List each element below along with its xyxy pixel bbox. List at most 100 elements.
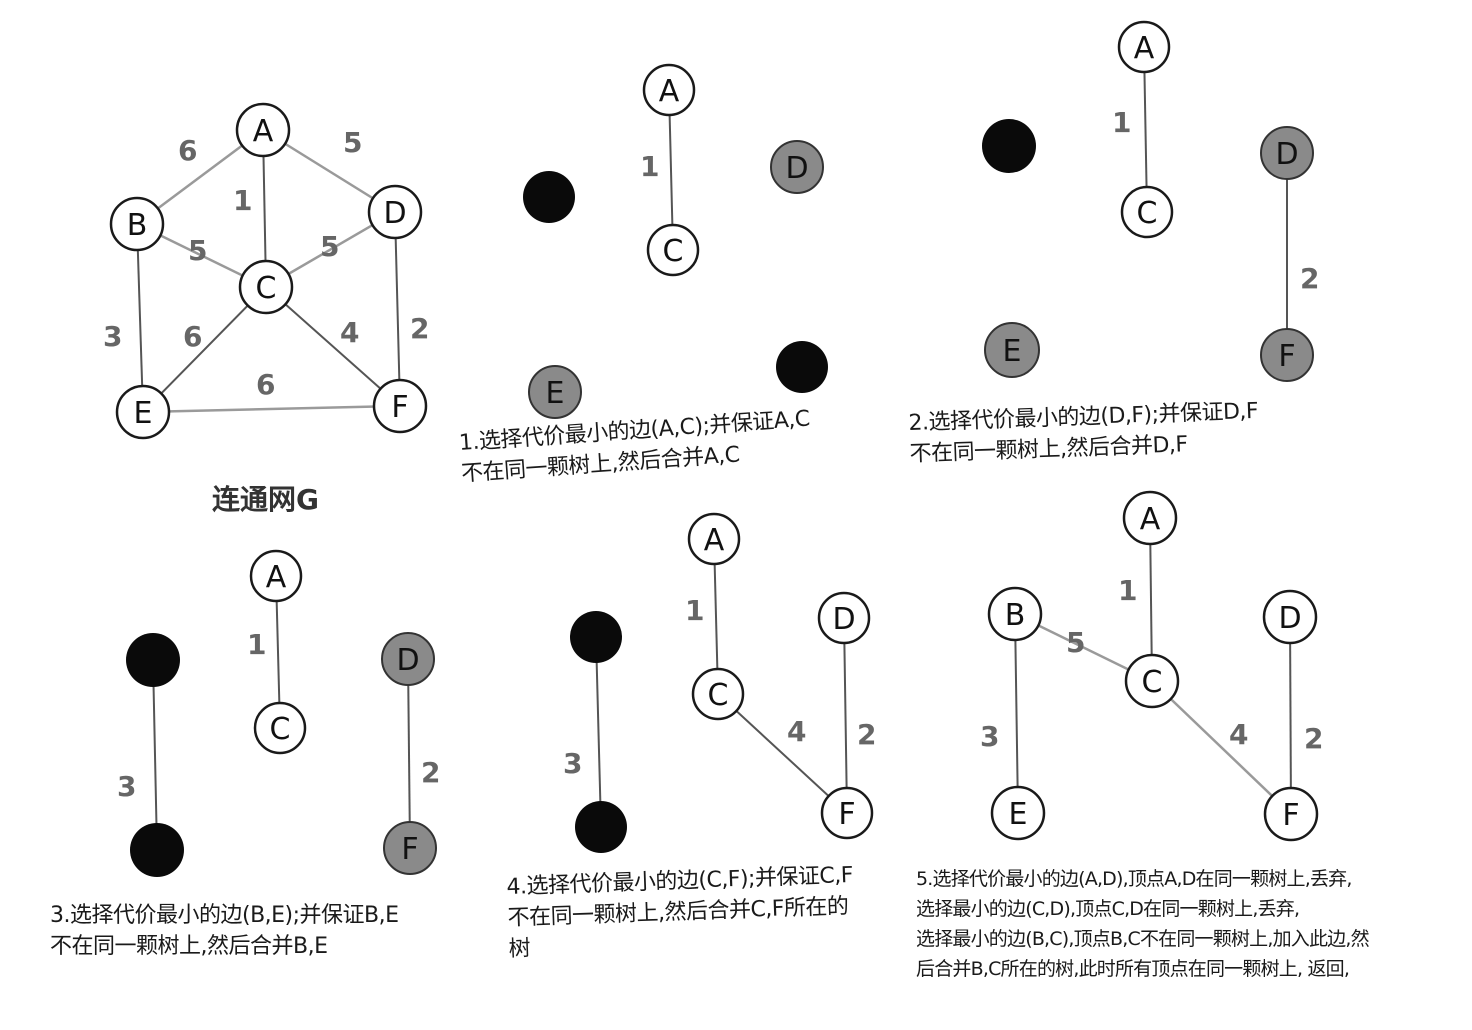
step4-node-e xyxy=(575,801,627,853)
step1-edge-a-c xyxy=(668,89,674,251)
step4-weight-b-e: 3 xyxy=(563,747,582,780)
step3-node-c-label: C xyxy=(270,712,291,747)
step1-node-d xyxy=(770,140,824,194)
step2-weight-a-c: 1 xyxy=(1112,106,1131,139)
weight-b-e: 3 xyxy=(103,320,122,353)
step3-node-a xyxy=(249,549,303,603)
step4-node-c xyxy=(691,667,745,721)
step5-weight-b-e: 3 xyxy=(980,720,999,753)
step3-weight-a-c: 1 xyxy=(247,628,266,661)
step5-weight-a-c: 1 xyxy=(1118,574,1137,607)
step4-node-f-label: F xyxy=(838,797,855,832)
step4-node-a xyxy=(687,512,741,566)
step-4-caption: 4.选择代价最小的边(C,F);并保证C,F 不在同一颗树上,然后合并C,F所在… xyxy=(506,858,919,965)
step2-node-b xyxy=(982,119,1036,173)
step4-edge-c-f xyxy=(717,693,848,814)
step2-node-e-label: E xyxy=(1003,334,1022,369)
step2-edge-a-c xyxy=(1143,46,1148,213)
step5-node-c-label: C xyxy=(1142,665,1163,700)
step-4-diagram: 1 4 2 3 A C D F xyxy=(563,512,876,853)
step5-node-f xyxy=(1263,786,1319,842)
weight-c-f: 4 xyxy=(340,316,359,349)
step4-node-f xyxy=(820,786,874,840)
step1-node-e-label: E xyxy=(546,376,565,411)
step1-node-f xyxy=(776,341,828,393)
step1-node-a-label: A xyxy=(659,74,680,109)
step5-node-f-label: F xyxy=(1282,798,1299,833)
step2-node-f xyxy=(1260,328,1314,382)
step5-edge-c-f xyxy=(1151,680,1292,815)
step1-node-c-label: C xyxy=(663,234,684,269)
node-d xyxy=(367,184,423,240)
step3-weight-d-f: 2 xyxy=(421,756,440,789)
step3-node-b xyxy=(126,633,180,687)
step3-node-d xyxy=(381,632,435,686)
step2-node-a-label: A xyxy=(1134,31,1155,66)
weight-b-c: 5 xyxy=(188,234,207,267)
weight-a-b: 6 xyxy=(178,134,197,167)
node-a-label: A xyxy=(253,114,274,149)
node-c xyxy=(238,259,294,315)
step5-weight-c-f: 4 xyxy=(1229,718,1248,751)
step5-edge-d-f xyxy=(1289,616,1292,815)
step-3-caption-line: 不在同一颗树上,然后合并B,E xyxy=(50,934,328,959)
weight-a-d: 5 xyxy=(343,126,362,159)
edge-c-e xyxy=(142,286,267,413)
edge-c-f xyxy=(265,286,401,407)
step-5-caption-line: 选择最小的边(C,D),顶点C,D在同一颗树上,丢弃, xyxy=(916,898,1300,920)
step4-edge-d-f xyxy=(843,617,848,814)
step2-node-d-label: D xyxy=(1275,137,1298,172)
step1-node-e xyxy=(528,365,582,419)
step5-edge-b-e xyxy=(1014,613,1019,814)
node-e-label: E xyxy=(134,396,153,431)
edge-b-e xyxy=(136,223,144,413)
node-d-label: D xyxy=(383,196,406,231)
weight-e-f: 6 xyxy=(256,368,275,401)
graph-title: 连通网G xyxy=(212,483,319,516)
step1-node-a xyxy=(642,63,696,117)
step4-node-d xyxy=(817,591,871,645)
step-3-caption-line: 3.选择代价最小的边(B,E);并保证B,E xyxy=(50,903,399,928)
step5-node-b xyxy=(987,586,1043,642)
step-5-caption-line: 选择最小的边(B,C),顶点B,C不在同一颗树上,加入此边,然 xyxy=(916,928,1370,950)
step5-node-c xyxy=(1124,653,1180,709)
step5-node-b-label: B xyxy=(1005,598,1026,633)
weight-d-c: 5 xyxy=(320,230,339,263)
step-3-caption: 3.选择代价最小的边(B,E);并保证B,E 不在同一颗树上,然后合并B,E xyxy=(50,900,470,962)
step2-node-a xyxy=(1117,20,1171,74)
step1-node-c xyxy=(646,223,700,277)
step4-node-c-label: C xyxy=(708,678,729,713)
node-a xyxy=(235,102,291,158)
step3-edge-d-f xyxy=(407,658,411,849)
step3-node-f-label: F xyxy=(401,832,418,867)
step2-node-e xyxy=(984,322,1040,378)
step-5-caption-line: 5.选择代价最小的边(A,D),顶点A,D在同一颗树上,丢弃, xyxy=(916,868,1352,890)
step3-weight-b-e: 3 xyxy=(117,770,136,803)
step-5-caption-line: 后合并B,C所在的树,此时所有顶点在同一颗树上, 返回, xyxy=(916,958,1350,980)
step2-weight-d-f: 2 xyxy=(1300,262,1319,295)
step3-node-c xyxy=(253,701,307,755)
step-5-diagram: 1 5 4 2 3 A B C D E F xyxy=(980,490,1323,842)
node-e xyxy=(115,384,171,440)
step5-weight-b-c: 5 xyxy=(1066,626,1085,659)
node-c-label: C xyxy=(256,271,277,306)
step-1-diagram: 1 A C D E xyxy=(523,63,828,419)
edge-e-f xyxy=(142,404,401,414)
step2-node-c xyxy=(1120,185,1174,239)
step4-node-b xyxy=(570,611,622,663)
step3-node-d-label: D xyxy=(396,643,419,678)
step1-weight-a-c: 1 xyxy=(640,150,659,183)
weight-a-c: 1 xyxy=(233,184,252,217)
step4-weight-a-c: 1 xyxy=(685,594,704,627)
step3-node-f xyxy=(383,821,437,875)
step4-node-d-label: D xyxy=(832,602,855,637)
step2-node-d xyxy=(1260,126,1314,180)
step2-node-c-label: C xyxy=(1137,196,1158,231)
step4-weight-c-f: 4 xyxy=(787,715,806,748)
step-3-diagram: 1 3 2 A C D F xyxy=(117,549,440,877)
step4-edge-b-e xyxy=(595,636,602,828)
weight-c-e: 6 xyxy=(183,320,202,353)
step3-edge-b-e xyxy=(152,659,158,851)
